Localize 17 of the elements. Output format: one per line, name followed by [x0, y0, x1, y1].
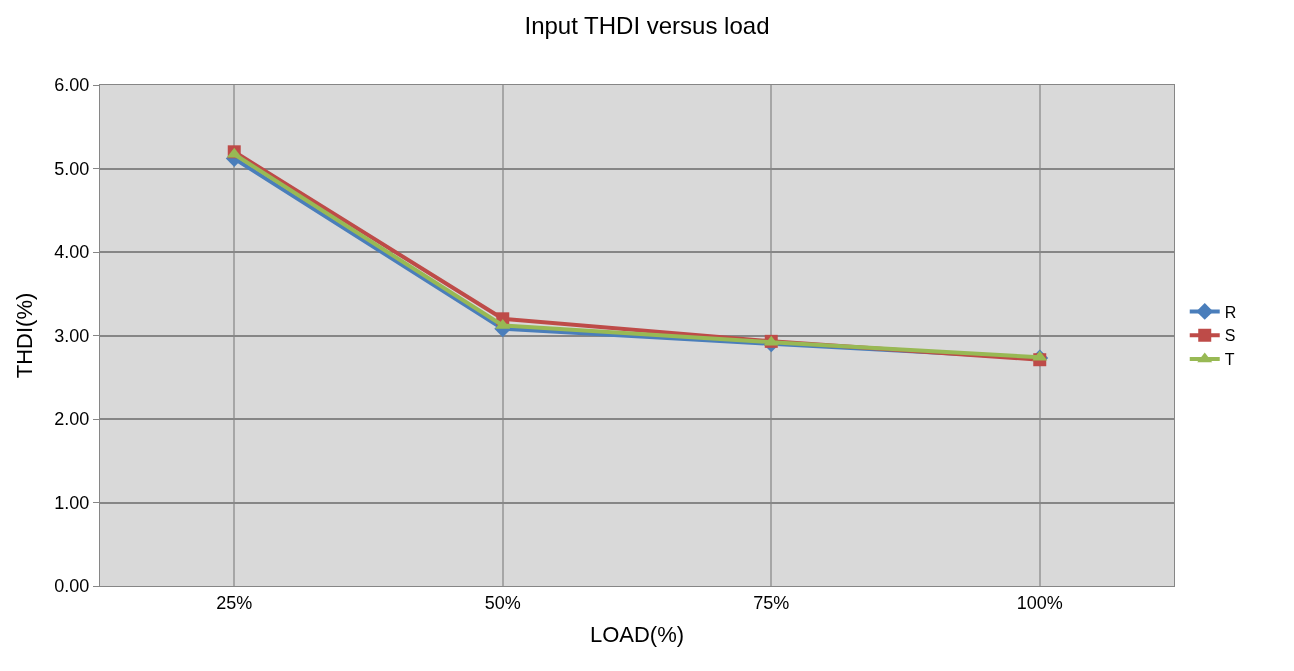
- x-tick-label: 25%: [216, 592, 253, 613]
- y-tick-label: 1.00: [54, 492, 90, 513]
- y-tick-label: 3.00: [54, 325, 90, 346]
- y-tick-label: 4.00: [54, 242, 90, 263]
- x-axis-title: LOAD(%): [589, 622, 685, 648]
- x-tick-label: 75%: [753, 592, 790, 613]
- y-tick-label: 5.00: [54, 158, 90, 179]
- y-tick-label: 6.00: [54, 75, 90, 96]
- x-tick-label: 100%: [1016, 592, 1063, 613]
- y-axis-title: THDI(%): [12, 292, 38, 379]
- x-tick-label: 50%: [484, 592, 521, 613]
- chart-title: Input THDI versus load: [524, 11, 770, 39]
- y-tick-label: 2.00: [54, 409, 90, 430]
- legend-label: S: [1224, 327, 1236, 345]
- y-tick-label: 0.00: [54, 576, 90, 597]
- legend-label: T: [1224, 351, 1235, 369]
- legend-label: R: [1224, 303, 1237, 321]
